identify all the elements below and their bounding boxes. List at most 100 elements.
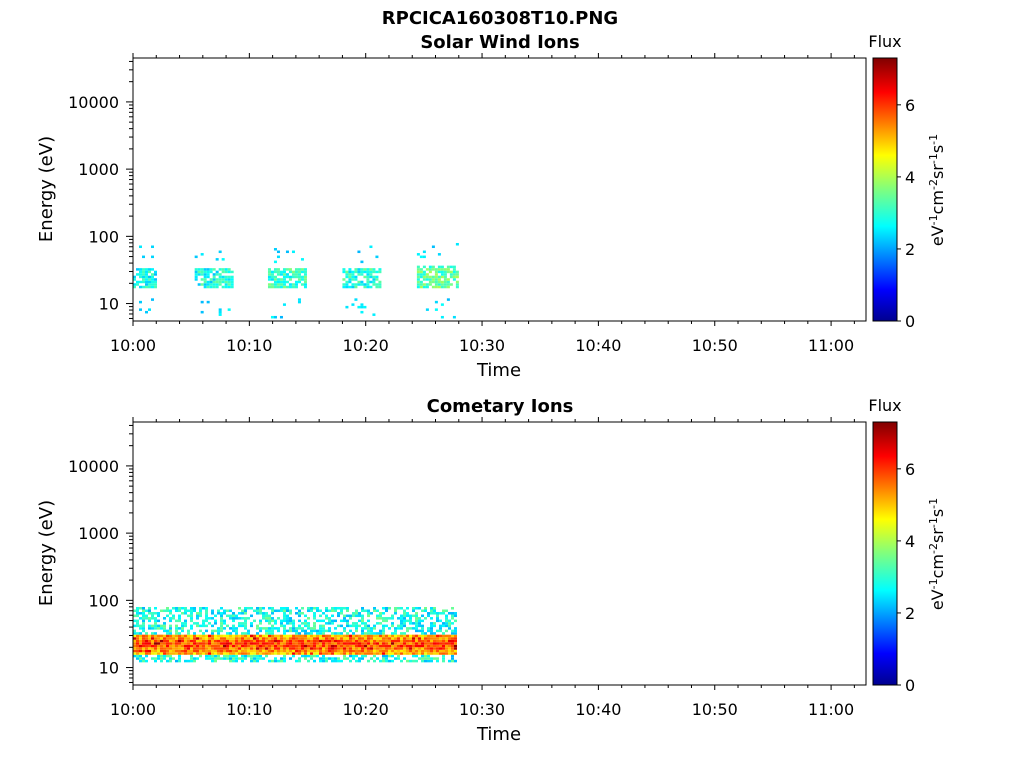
spectrogram-cell	[265, 619, 268, 623]
spectrogram-cell	[352, 647, 355, 650]
spectrogram-cell	[154, 619, 157, 623]
spectrogram-cell	[370, 649, 373, 653]
spectrogram-cell	[247, 649, 250, 653]
spectrogram-cell	[244, 647, 247, 650]
spectrogram-cell	[304, 632, 307, 635]
spectrogram-cell	[406, 634, 409, 638]
spectrogram-cell	[203, 275, 207, 279]
spectrogram-cell	[382, 652, 385, 655]
spectrogram-cell	[187, 652, 190, 655]
spectrogram-cell	[394, 642, 397, 645]
spectrogram-cell	[226, 654, 229, 658]
spectrogram-cell	[253, 637, 256, 640]
spectrogram-cell	[427, 642, 430, 645]
spectrogram-cell	[259, 609, 262, 613]
spectrogram-cell	[212, 275, 216, 279]
spectrogram-cell	[403, 614, 406, 618]
spectrogram-cell	[409, 622, 412, 625]
spectrogram-cell	[295, 629, 298, 633]
spectrogram-cell	[247, 647, 250, 650]
spectrogram-cell	[286, 647, 289, 650]
spectrogram-cell	[337, 624, 340, 628]
spectrogram-cell	[428, 265, 432, 269]
spectrogram-cell	[303, 285, 307, 289]
spectrogram-cell	[349, 634, 352, 638]
spectrogram-cell	[416, 285, 420, 289]
spectrogram-cell	[448, 644, 451, 648]
spectrogram-cell	[313, 639, 316, 643]
spectrogram-cell	[268, 617, 271, 620]
spectrogram-cell	[277, 617, 280, 620]
spectrogram-cell	[361, 642, 364, 645]
spectrogram-cell	[271, 606, 274, 610]
spectrogram-cell	[157, 619, 160, 623]
spectrogram-cell	[194, 275, 198, 279]
spectrogram-cell	[295, 642, 298, 645]
spectrogram-cell	[363, 285, 367, 289]
spectrogram-cell	[163, 622, 166, 625]
spectrogram-cell	[270, 283, 274, 286]
spectrogram-cell	[372, 278, 376, 281]
spectrogram-cell	[367, 634, 370, 638]
spectrogram-cell	[297, 275, 301, 279]
spectrogram-cell	[364, 622, 367, 625]
spectrogram-cell	[283, 649, 286, 653]
spectrogram-cell	[223, 639, 226, 643]
spectrogram-cell	[202, 619, 205, 623]
spectrogram-cell	[139, 270, 142, 274]
spectrogram-cell	[196, 637, 199, 640]
spectrogram-cell	[379, 639, 382, 643]
spectrogram-cell	[224, 275, 228, 279]
spectrogram-cell	[310, 657, 313, 660]
spectrogram-cell	[154, 659, 157, 663]
spectrogram-cell	[277, 647, 280, 650]
spectrogram-cell	[199, 624, 202, 628]
spectrogram-cell	[328, 629, 331, 633]
spectrogram-cell	[397, 617, 400, 620]
spectrogram-cell	[430, 642, 433, 645]
spectrogram-cell	[367, 619, 370, 623]
spectrogram-cell	[259, 612, 262, 615]
spectrogram-cell	[175, 642, 178, 645]
spectrogram-cell	[433, 639, 436, 643]
spectrogram-cell	[145, 614, 148, 618]
spectrogram-cell	[160, 637, 163, 640]
spectrogram-cell	[282, 303, 286, 306]
spectrogram-cell	[355, 629, 358, 633]
spectrogram-cell	[232, 617, 235, 620]
spectrogram-cell	[376, 609, 379, 613]
spectrogram-cell	[270, 285, 274, 289]
spectrogram-cell	[226, 624, 229, 628]
spectrogram-cell	[382, 654, 385, 658]
spectrogram-cell	[421, 642, 424, 645]
spectrogram-cell	[267, 275, 271, 279]
spectrogram-cell	[331, 619, 334, 623]
spectrogram-cell	[259, 627, 262, 630]
spectrogram-cell	[175, 637, 178, 640]
spectrogram-cell	[352, 649, 355, 653]
spectrogram-cell	[391, 644, 394, 648]
spectrogram-cell	[244, 642, 247, 645]
spectrogram-cell	[190, 642, 193, 645]
spectrogram-cell	[303, 278, 307, 281]
spectrogram-cell	[361, 619, 364, 623]
spectrogram-cell	[154, 634, 157, 638]
spectrogram-cell	[256, 642, 259, 645]
spectrogram-cell	[247, 634, 250, 638]
spectrogram-cell	[352, 657, 355, 660]
spectrogram-cell	[425, 278, 429, 281]
spectrogram-cell	[301, 637, 304, 640]
spectrogram-cell	[178, 614, 181, 618]
spectrogram-cell	[139, 285, 142, 289]
spectrogram-cell	[206, 275, 210, 279]
spectrogram-cell	[276, 270, 280, 274]
spectrogram-cell	[376, 649, 379, 653]
spectrogram-cell	[280, 652, 283, 655]
spectrogram-cell	[209, 280, 213, 284]
spectrogram-cell	[375, 278, 379, 281]
spectrogram-cell	[187, 629, 190, 633]
spectrogram-cell	[247, 654, 250, 658]
spectrogram-cell	[403, 639, 406, 643]
spectrogram-cell	[227, 285, 231, 289]
spectrogram-cell	[334, 652, 337, 655]
